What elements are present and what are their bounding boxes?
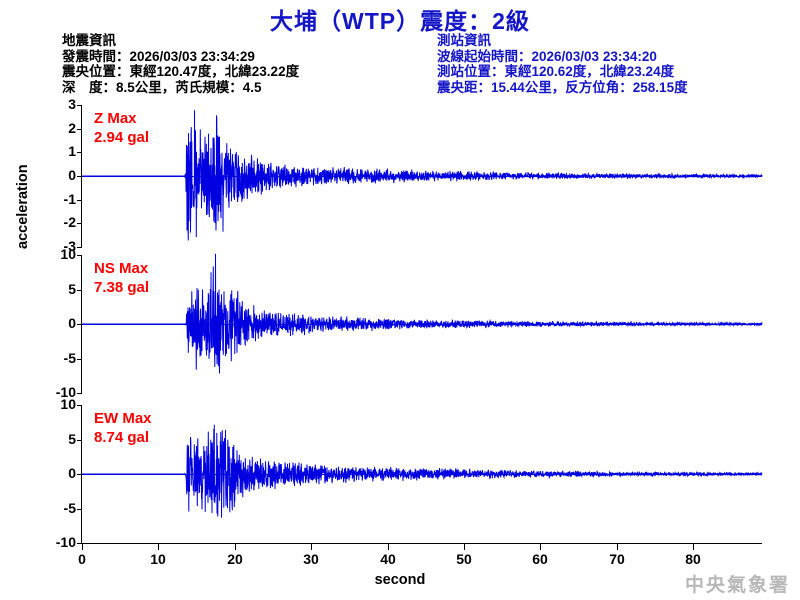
x-tick-label-0: 0 (78, 551, 86, 567)
x-axis-label: second (374, 572, 426, 588)
channel-max-NS: 7.38 gal (94, 279, 150, 296)
y-tick-Z-2 (77, 129, 82, 130)
y-tick-label-NS-5: 5 (68, 281, 76, 297)
x-tick-label-20: 20 (227, 551, 243, 567)
y-tick-Z--1 (77, 200, 82, 201)
y-tick-Z-3 (77, 105, 82, 106)
x-tick-label-10: 10 (150, 551, 166, 567)
channel-name-Z: Z Max (94, 110, 137, 127)
x-tick-80 (693, 544, 694, 550)
channel-label-NS: NS Max 7.38 gal (94, 259, 149, 297)
y-tick-EW--5 (77, 509, 82, 510)
y-tick-label-Z-3: 3 (68, 96, 76, 112)
y-tick-NS-0 (77, 324, 82, 325)
earthquake-origin-time: 發震時間：2026/03/03 23:34:29 (62, 48, 255, 64)
y-tick-EW-5 (77, 440, 82, 441)
x-tick-40 (388, 544, 389, 550)
station-epicentral-distance: 震央距：15.44公里，反方位角：258.15度 (437, 79, 688, 95)
agency-watermark: 中央氣象署 (684, 575, 790, 596)
y-tick-label-EW-0: 0 (68, 465, 76, 481)
y-tick-EW-10 (77, 405, 82, 406)
earthquake-depth-magnitude: 深 度：8.5公里，芮氏規模：4.5 (62, 79, 262, 95)
y-tick-label-Z-1: 1 (68, 143, 76, 159)
y-axis-label: acceleration (15, 164, 31, 249)
y-tick-label-NS-0: 0 (68, 315, 76, 331)
y-tick-label-EW-5: 5 (68, 431, 76, 447)
y-tick-label-EW-10: 10 (60, 396, 76, 412)
earthquake-epicenter: 震央位置：東經120.47度，北緯23.22度 (62, 64, 300, 79)
station-location: 測站位置：東經120.62度，北緯23.24度 (437, 64, 675, 79)
y-tick-Z--3 (77, 247, 82, 248)
y-tick-EW-0 (77, 474, 82, 475)
x-tick-10 (158, 544, 159, 550)
earthquake-info-block: 地震資訊 發震時間：2026/03/03 23:34:29 震央位置：東經120… (62, 33, 299, 95)
x-tick-60 (540, 544, 541, 550)
y-tick-label-Z--2: -2 (63, 214, 76, 230)
x-tick-0 (82, 544, 83, 550)
y-tick-label-Z--1: -1 (63, 191, 76, 207)
channel-max-Z: 2.94 gal (94, 129, 150, 146)
y-tick-NS--10 (77, 393, 82, 394)
station-info-block: 測站資訊 波線起始時間：2026/03/03 23:34:20 測站位置：東經1… (437, 33, 688, 95)
y-tick-Z-0 (77, 176, 82, 177)
channel-max-EW: 8.74 gal (94, 429, 150, 446)
y-tick-NS-5 (77, 290, 82, 291)
channel-name-NS: NS Max (94, 260, 149, 277)
x-tick-label-40: 40 (380, 551, 396, 567)
x-tick-label-30: 30 (303, 551, 319, 567)
channel-label-Z: Z Max 2.94 gal (94, 109, 149, 147)
y-tick-label-EW--10: -10 (55, 534, 76, 550)
y-tick-NS-10 (77, 255, 82, 256)
x-tick-20 (235, 544, 236, 550)
page-title: 大埔（WTP）震度：2級 (270, 8, 530, 34)
channel-label-EW: EW Max 8.74 gal (94, 409, 152, 447)
x-tick-30 (311, 544, 312, 550)
x-tick-label-70: 70 (609, 551, 625, 567)
station-wave-start-time: 波線起始時間：2026/03/03 23:34:20 (437, 48, 657, 64)
y-tick-label-Z--3: -3 (63, 238, 76, 254)
y-tick-EW--10 (77, 543, 82, 544)
station-info-heading: 測站資訊 (437, 33, 491, 48)
y-tick-label-Z-2: 2 (68, 120, 76, 136)
y-tick-NS--5 (77, 359, 82, 360)
x-tick-label-60: 60 (532, 551, 548, 567)
earthquake-info-heading: 地震資訊 (62, 33, 116, 48)
y-tick-label-NS--5: -5 (63, 350, 76, 366)
y-tick-label-NS--10: -10 (55, 384, 76, 400)
x-tick-70 (617, 544, 618, 550)
y-tick-Z--2 (77, 223, 82, 224)
y-tick-label-NS-10: 10 (60, 246, 76, 262)
x-tick-50 (464, 544, 465, 550)
channel-name-EW: EW Max (94, 410, 152, 427)
y-tick-label-EW--5: -5 (63, 500, 76, 516)
y-tick-Z-1 (77, 152, 82, 153)
x-axis-spine (81, 543, 762, 544)
x-tick-label-80: 80 (685, 551, 701, 567)
zero-line-EW (82, 474, 762, 475)
x-tick-label-50: 50 (456, 551, 472, 567)
y-tick-label-Z-0: 0 (68, 167, 76, 183)
